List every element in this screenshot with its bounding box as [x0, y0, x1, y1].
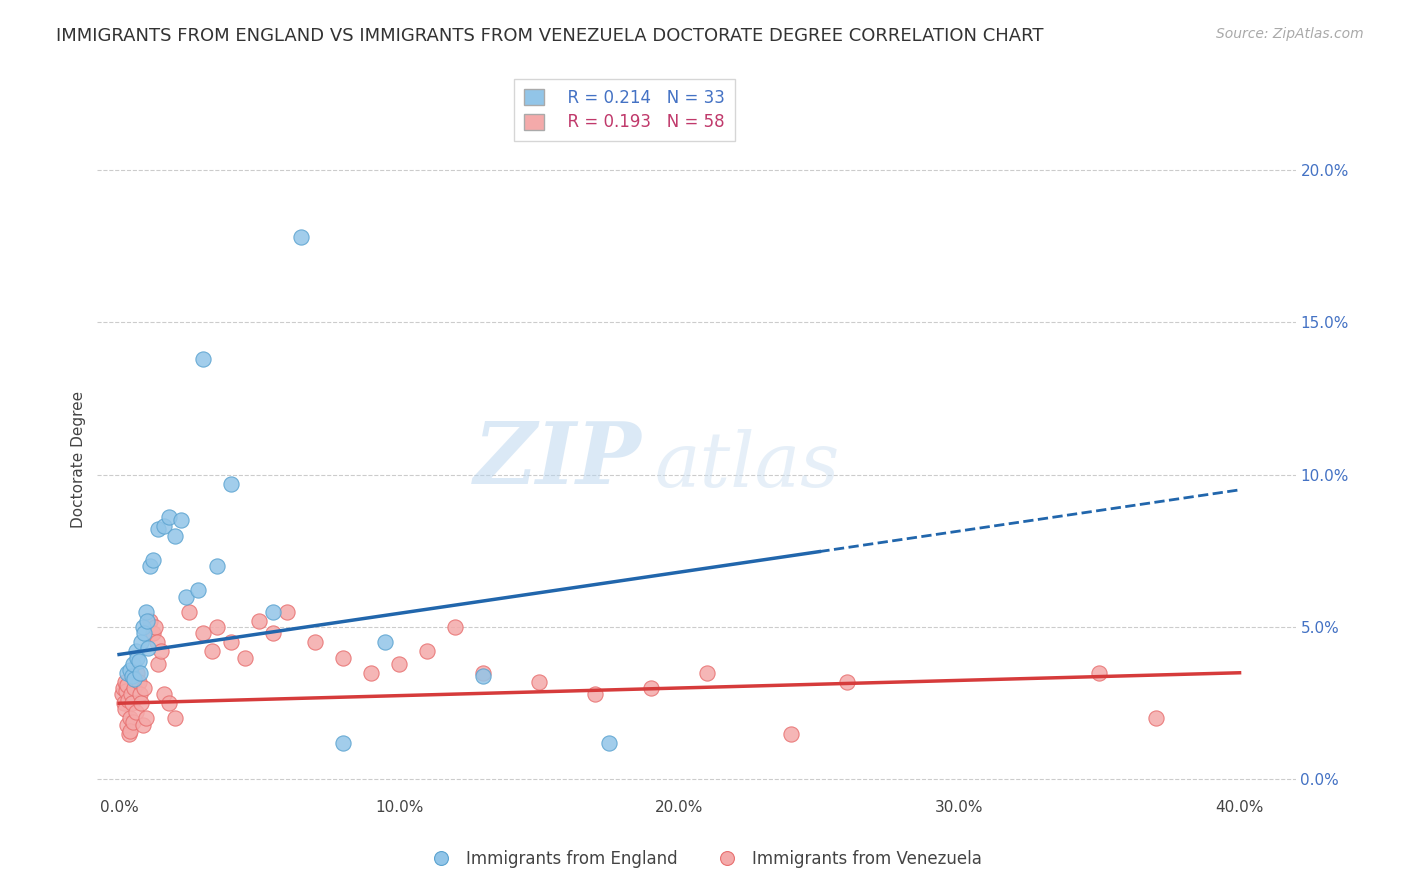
Point — [176, 590, 198, 604]
Point — [159, 696, 181, 710]
Point — [135, 711, 157, 725]
Point — [290, 230, 312, 244]
Point — [139, 559, 162, 574]
Point — [118, 711, 141, 725]
Point — [598, 736, 620, 750]
Point — [128, 654, 150, 668]
Point — [138, 641, 160, 656]
Point — [127, 665, 149, 680]
Point — [129, 665, 152, 680]
Point — [153, 519, 176, 533]
Point — [262, 626, 284, 640]
Point — [1144, 711, 1167, 725]
Point — [122, 669, 145, 683]
Point — [120, 687, 142, 701]
Legend: Immigrants from England, Immigrants from Venezuela: Immigrants from England, Immigrants from… — [418, 844, 988, 875]
Point — [148, 523, 170, 537]
Point — [148, 657, 170, 671]
Point — [219, 635, 242, 649]
Point — [121, 696, 143, 710]
Point — [125, 644, 148, 658]
Point — [696, 665, 718, 680]
Point — [132, 717, 155, 731]
Point — [118, 727, 141, 741]
Point — [159, 510, 181, 524]
Point — [125, 706, 148, 720]
Point — [262, 605, 284, 619]
Point — [170, 513, 193, 527]
Point — [304, 635, 326, 649]
Point — [132, 620, 155, 634]
Point — [529, 674, 551, 689]
Point — [122, 657, 145, 671]
Point — [374, 635, 396, 649]
Point — [247, 614, 270, 628]
Point — [233, 650, 256, 665]
Point — [472, 665, 495, 680]
Point — [205, 620, 228, 634]
Point — [117, 693, 139, 707]
Point — [205, 559, 228, 574]
Point — [1088, 665, 1111, 680]
Point — [219, 476, 242, 491]
Point — [112, 681, 135, 695]
Text: IMMIGRANTS FROM ENGLAND VS IMMIGRANTS FROM VENEZUELA DOCTORATE DEGREE CORRELATIO: IMMIGRANTS FROM ENGLAND VS IMMIGRANTS FR… — [56, 27, 1043, 45]
Point — [112, 696, 135, 710]
Point — [139, 614, 162, 628]
Point — [332, 650, 354, 665]
Point — [115, 684, 138, 698]
Point — [121, 714, 143, 729]
Point — [153, 687, 176, 701]
Text: ZIP: ZIP — [474, 417, 643, 501]
Point — [276, 605, 298, 619]
Point — [191, 351, 214, 366]
Point — [332, 736, 354, 750]
Point — [136, 614, 159, 628]
Text: atlas: atlas — [654, 429, 839, 503]
Point — [780, 727, 803, 741]
Point — [128, 674, 150, 689]
Point — [115, 678, 138, 692]
Point — [114, 674, 136, 689]
Point — [131, 635, 153, 649]
Point — [177, 605, 200, 619]
Point — [131, 696, 153, 710]
Point — [165, 528, 187, 542]
Point — [120, 723, 142, 738]
Point — [127, 650, 149, 665]
Point — [150, 644, 173, 658]
Point — [114, 702, 136, 716]
Point — [388, 657, 411, 671]
Point — [145, 620, 167, 634]
Point — [124, 672, 146, 686]
Point — [186, 583, 208, 598]
Point — [640, 681, 662, 695]
Point — [200, 644, 222, 658]
Point — [165, 711, 187, 725]
Point — [124, 681, 146, 695]
Point — [111, 687, 134, 701]
Point — [135, 605, 157, 619]
Point — [416, 644, 439, 658]
Point — [134, 681, 156, 695]
Y-axis label: Doctorate Degree: Doctorate Degree — [72, 391, 86, 528]
Point — [120, 663, 142, 677]
Text: Source: ZipAtlas.com: Source: ZipAtlas.com — [1216, 27, 1364, 41]
Point — [472, 669, 495, 683]
Point — [444, 620, 467, 634]
Point — [583, 687, 606, 701]
Point — [121, 669, 143, 683]
Point — [837, 674, 859, 689]
Point — [142, 626, 165, 640]
Point — [142, 553, 165, 567]
Legend:   R = 0.214   N = 33,   R = 0.193   N = 58: R = 0.214 N = 33, R = 0.193 N = 58 — [513, 78, 735, 142]
Point — [360, 665, 382, 680]
Point — [134, 626, 156, 640]
Point — [191, 626, 214, 640]
Point — [129, 687, 152, 701]
Point — [117, 717, 139, 731]
Point — [146, 635, 169, 649]
Point — [117, 665, 139, 680]
